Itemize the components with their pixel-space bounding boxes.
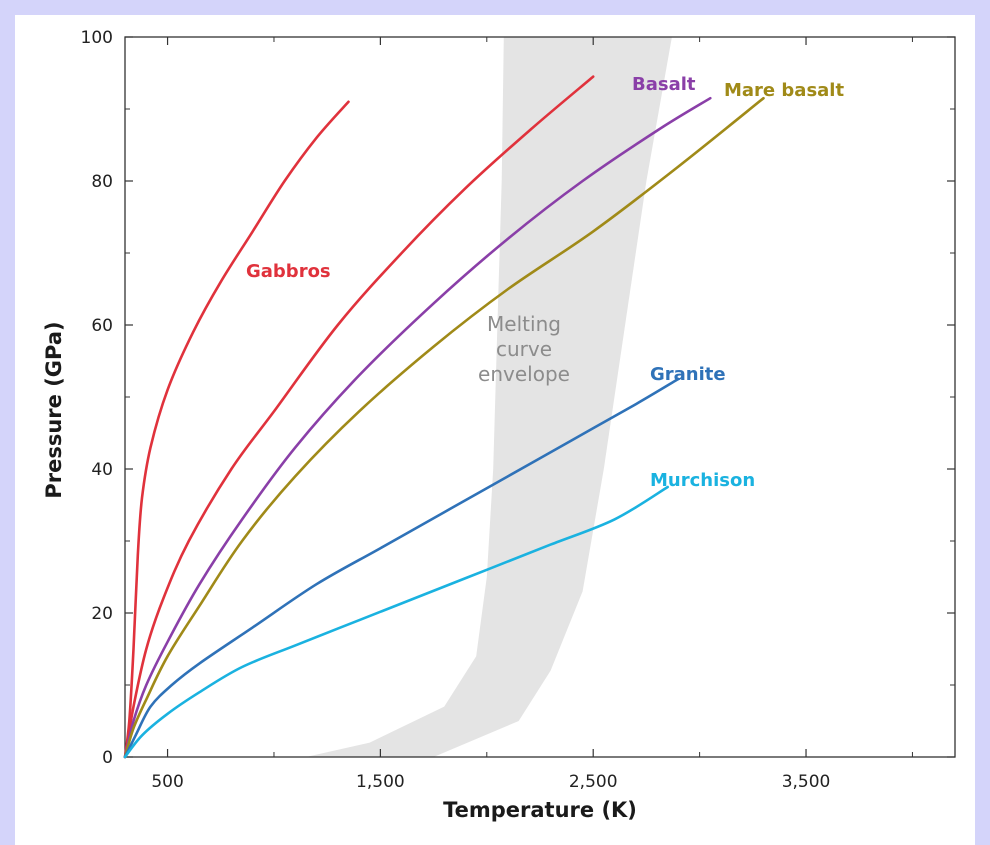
series-line-murchison [123,485,669,759]
series-label-basalt: Basalt [632,74,696,95]
y-axis-title: Pressure (GPa) [42,321,66,498]
series-line-mare-basalt [123,96,765,759]
melting-envelope-label-line: curve [496,337,552,361]
series-line-gabbros [123,100,350,759]
series-label-gabbros: Gabbros [246,261,331,282]
melting-envelope-label-line: Melting [487,312,561,336]
y-tick-label: 60 [91,316,113,336]
chart-frame: 500 1,500 2,500 3,500 0 20 40 60 80 100 Gabbros Ba… [15,15,975,845]
y-tick-label: 0 [102,748,113,768]
series-label-mare-basalt: Mare basalt [724,80,844,101]
y-tick-label: 40 [91,460,113,480]
series-label-granite: Granite [650,364,726,385]
y-tick-label: 20 [91,604,113,624]
x-tick-label: 1,500 [356,772,405,792]
series-line-granite [123,377,680,759]
melting-envelope-band [305,37,672,757]
x-tick-label: 3,500 [782,772,831,792]
chart-svg: 500 1,500 2,500 3,500 0 20 40 60 80 100 Gabbros Ba… [42,28,956,822]
x-axis-title: Temperature (K) [443,798,637,822]
y-tick-label: 80 [91,172,113,192]
series-line-basalt [123,96,712,759]
x-tick-label: 500 [151,772,183,792]
series-label-murchison: Murchison [650,470,755,491]
series-line-unlabelled-red [123,75,595,759]
melting-envelope-label-line: envelope [478,362,570,386]
y-tick-label: 100 [81,28,113,48]
x-tick-label: 2,500 [569,772,618,792]
